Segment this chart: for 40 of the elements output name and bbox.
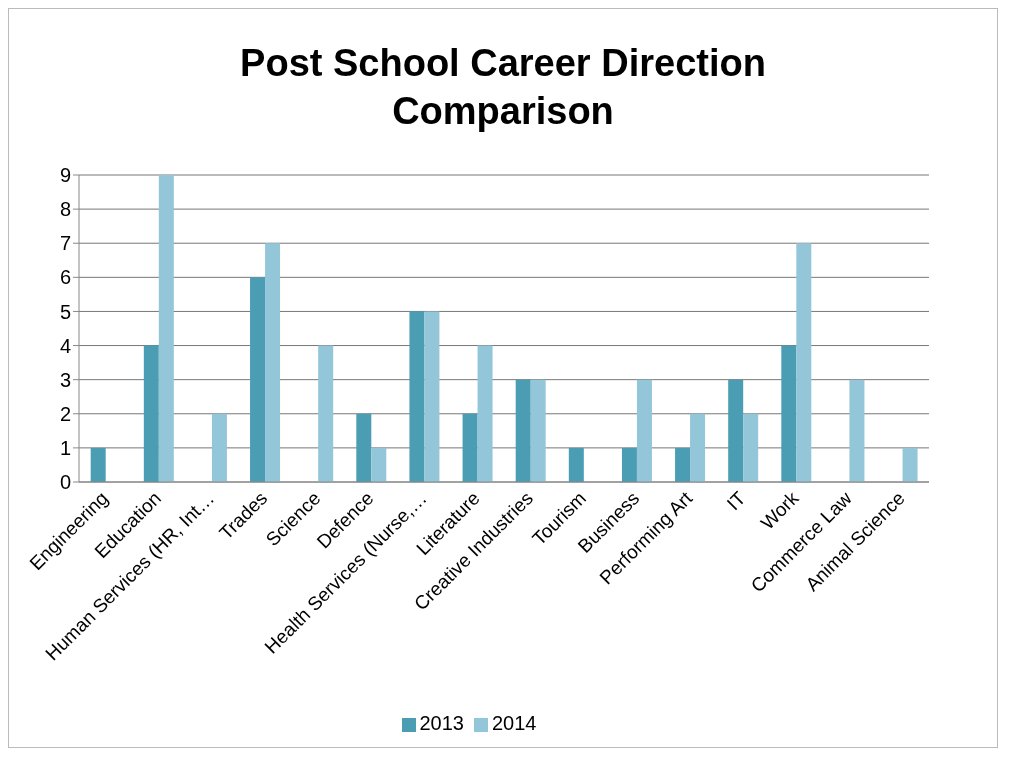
bar: [250, 277, 266, 482]
bar: [356, 413, 372, 482]
bar: [143, 345, 159, 482]
bar: [781, 345, 797, 482]
bar: [796, 243, 812, 482]
bar: [849, 379, 865, 482]
bar: [477, 345, 493, 482]
legend-label: 2013: [419, 712, 464, 734]
y-tick-label: 2: [59, 402, 71, 425]
bar: [728, 379, 744, 482]
bar: [90, 447, 106, 482]
legend-label: 2014: [492, 712, 537, 734]
y-tick-label: 8: [59, 198, 71, 221]
bar: [462, 413, 478, 482]
bar: [530, 379, 546, 482]
y-tick-label: 0: [59, 471, 71, 494]
y-tick-label: 6: [59, 266, 71, 289]
bar: [318, 345, 334, 482]
bar: [424, 311, 440, 482]
bar: [371, 447, 387, 482]
y-tick-label: 4: [59, 334, 71, 357]
bar: [568, 447, 584, 482]
bar: [690, 413, 706, 482]
y-tick-label: 3: [59, 368, 71, 391]
y-tick-label: 5: [59, 300, 71, 323]
bar: [743, 413, 759, 482]
bar: [409, 311, 425, 482]
chart-title: Post School Career Direction Comparison: [239, 41, 767, 134]
y-tick-label: 9: [59, 164, 71, 187]
x-tick-label: IT: [722, 487, 750, 515]
y-tick-label: 7: [59, 232, 71, 255]
bar: [265, 243, 281, 482]
bar: [211, 413, 227, 482]
bar: [621, 447, 637, 482]
bar: [158, 175, 174, 482]
bar: [515, 379, 531, 482]
bar: [902, 447, 918, 482]
bar: [675, 447, 691, 482]
bar: [636, 379, 652, 482]
y-tick-label: 1: [59, 436, 71, 459]
